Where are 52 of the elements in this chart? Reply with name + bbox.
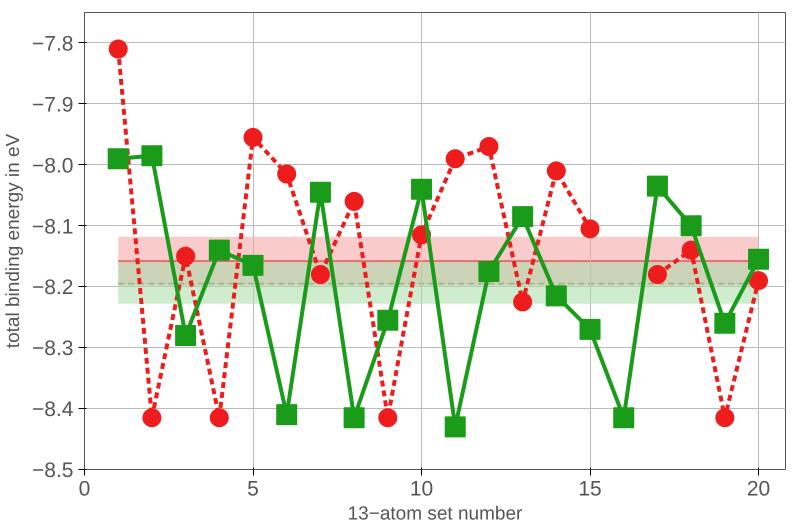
point bbox=[715, 408, 734, 428]
point bbox=[546, 161, 566, 180]
point bbox=[546, 285, 567, 306]
point bbox=[176, 246, 196, 266]
x-tick-label: 10 bbox=[410, 478, 434, 500]
point bbox=[344, 407, 365, 428]
point bbox=[444, 416, 466, 438]
y-tick-label: −8.1 bbox=[32, 215, 74, 238]
point bbox=[613, 407, 634, 428]
point bbox=[446, 149, 465, 168]
point bbox=[277, 164, 296, 184]
x-tick-label: 0 bbox=[78, 478, 90, 500]
point bbox=[276, 404, 298, 426]
y-tick-label: −8.3 bbox=[32, 337, 74, 360]
point bbox=[142, 408, 162, 428]
x-tick-label: 20 bbox=[746, 478, 770, 500]
point bbox=[680, 215, 702, 236]
point bbox=[244, 128, 263, 147]
point bbox=[377, 310, 398, 331]
point bbox=[513, 292, 532, 312]
x-tick-label: 5 bbox=[247, 478, 259, 500]
point bbox=[310, 182, 331, 203]
y-tick-label: −8.2 bbox=[32, 276, 74, 300]
point bbox=[141, 145, 162, 166]
point bbox=[344, 192, 364, 211]
point bbox=[411, 178, 432, 200]
point bbox=[749, 271, 768, 290]
y-tick-label: −7.8 bbox=[32, 32, 74, 56]
y-tick-label: −7.9 bbox=[32, 93, 74, 116]
point bbox=[108, 148, 129, 170]
point bbox=[175, 324, 196, 346]
y-tick-label: −8.0 bbox=[32, 154, 74, 178]
y-tick-label: −8.5 bbox=[32, 459, 74, 482]
point bbox=[108, 40, 128, 59]
point bbox=[580, 219, 600, 238]
point bbox=[210, 408, 229, 428]
y-axis-title: total binding energy in eV bbox=[3, 133, 24, 348]
y-tick-label: −8.4 bbox=[32, 398, 74, 422]
point bbox=[378, 408, 398, 428]
point bbox=[648, 265, 667, 284]
point bbox=[714, 312, 736, 334]
point bbox=[242, 254, 264, 276]
point bbox=[512, 206, 534, 228]
x-tick-label: 15 bbox=[578, 478, 602, 500]
x-axis-title: 13−atom set number bbox=[348, 504, 524, 524]
point bbox=[646, 176, 668, 197]
point bbox=[478, 260, 500, 282]
point bbox=[310, 265, 330, 284]
point bbox=[580, 318, 601, 340]
point bbox=[208, 240, 230, 261]
point bbox=[479, 137, 498, 156]
point bbox=[748, 248, 770, 270]
